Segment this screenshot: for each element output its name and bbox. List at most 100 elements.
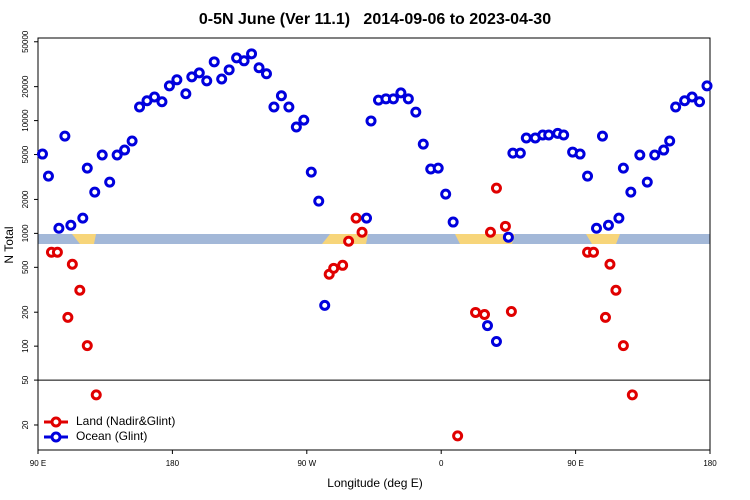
y-tick-label: 50 — [21, 375, 30, 384]
point — [319, 299, 331, 311]
point — [253, 62, 265, 74]
point — [602, 219, 614, 231]
point — [596, 130, 608, 142]
point — [514, 147, 526, 159]
point — [59, 130, 71, 142]
point — [268, 101, 280, 113]
point — [171, 74, 183, 86]
point — [558, 129, 570, 141]
point — [470, 306, 482, 318]
legend-marker — [50, 431, 62, 443]
point — [337, 259, 349, 271]
point — [395, 87, 407, 99]
point — [658, 144, 670, 156]
x-tick-label: 180 — [166, 459, 180, 468]
point — [452, 430, 464, 442]
point — [591, 222, 603, 234]
point — [246, 48, 258, 60]
point — [599, 311, 611, 323]
x-tick-label: 90 W — [297, 459, 316, 468]
y-tick-label: 50000 — [21, 30, 30, 53]
point — [81, 162, 93, 174]
point — [588, 246, 600, 258]
point — [617, 162, 629, 174]
point — [694, 96, 706, 108]
point — [543, 129, 555, 141]
point — [305, 166, 317, 178]
point — [701, 80, 713, 92]
point — [440, 188, 452, 200]
point — [238, 55, 250, 67]
point — [479, 308, 491, 320]
point — [481, 320, 493, 332]
point — [275, 90, 287, 102]
y-axis-title: N Total — [2, 226, 16, 263]
point — [387, 93, 399, 105]
y-tick-label: 10000 — [21, 109, 30, 132]
point — [410, 106, 422, 118]
point — [134, 101, 146, 113]
point — [201, 75, 213, 87]
point — [148, 91, 160, 103]
point — [610, 284, 622, 296]
point — [126, 135, 138, 147]
point — [582, 170, 594, 182]
y-tick-label: 100 — [21, 339, 30, 353]
point — [104, 176, 116, 188]
point — [156, 96, 168, 108]
point — [343, 235, 355, 247]
point — [604, 258, 616, 270]
y-tick-label: 2000 — [21, 190, 30, 208]
point — [53, 222, 65, 234]
point — [447, 216, 459, 228]
point — [520, 132, 532, 144]
point — [42, 170, 54, 182]
point — [402, 93, 414, 105]
x-tick-label: 90 E — [30, 459, 46, 468]
chart-title: 0-5N June (Ver 11.1) 2014-09-06 to 2023-… — [199, 11, 551, 28]
point — [502, 231, 514, 243]
point — [36, 148, 48, 160]
map-band — [38, 234, 710, 244]
point — [283, 101, 295, 113]
ocean-strip — [38, 234, 710, 244]
point — [490, 182, 502, 194]
point — [90, 389, 102, 401]
point — [417, 138, 429, 150]
point — [96, 149, 108, 161]
point — [77, 212, 89, 224]
point — [484, 226, 496, 238]
legend-label: Land (Nadir&Glint) — [76, 414, 175, 428]
point — [664, 135, 676, 147]
point — [313, 195, 325, 207]
x-tick-label: 0 — [439, 459, 444, 468]
plot-frame — [37, 37, 711, 451]
point — [216, 73, 228, 85]
point — [260, 68, 272, 80]
point — [65, 219, 77, 231]
point — [641, 176, 653, 188]
point — [111, 149, 123, 161]
point — [66, 258, 78, 270]
point — [356, 226, 368, 238]
point — [490, 335, 502, 347]
y-tick-label: 500 — [21, 260, 30, 274]
point — [617, 340, 629, 352]
land-patch — [455, 234, 515, 244]
point — [350, 212, 362, 224]
y-tick-label: 200 — [21, 305, 30, 319]
y-tick-label: 20 — [21, 420, 30, 429]
point — [193, 67, 205, 79]
point — [62, 311, 74, 323]
point — [670, 101, 682, 113]
x-tick-label: 90 E — [567, 459, 583, 468]
point — [613, 212, 625, 224]
point — [686, 91, 698, 103]
point — [625, 186, 637, 198]
point — [163, 80, 175, 92]
point — [574, 148, 586, 160]
point — [81, 340, 93, 352]
x-tick-label: 180 — [703, 459, 717, 468]
